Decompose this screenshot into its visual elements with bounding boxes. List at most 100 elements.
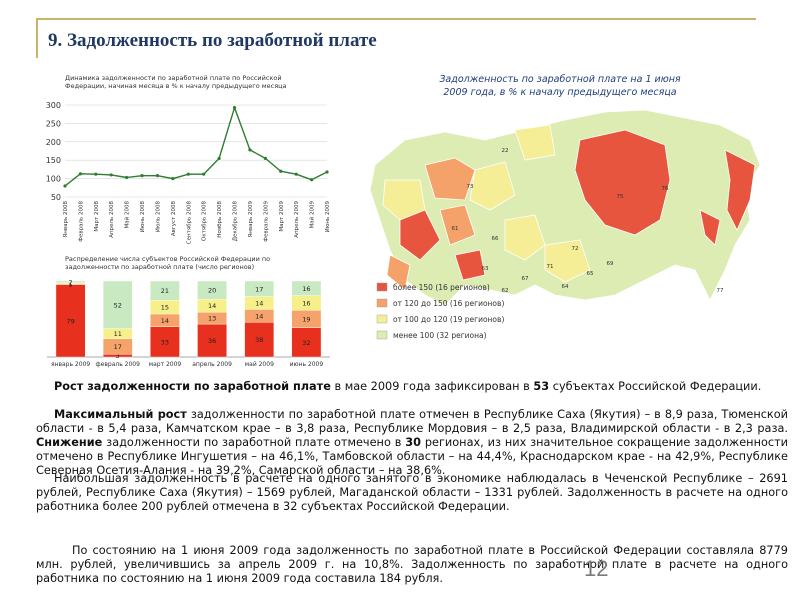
chart-title: Федерации, начиная месяца в % к началу п… (65, 82, 287, 90)
bar-segment (197, 323, 227, 358)
region-label: 61 (452, 226, 459, 232)
data-point (63, 184, 67, 188)
x-tick-label: Ноябрь 2008 (217, 201, 223, 238)
region-label: 63 (482, 266, 489, 272)
bar-segment (55, 280, 86, 284)
x-tick-label: Апрель 2009 (294, 201, 300, 238)
chart-title: задолженности по заработной плате (число… (65, 263, 254, 271)
segment-label: 36 (208, 337, 216, 345)
region-label: 22 (502, 148, 509, 154)
segment-label: 38 (255, 336, 263, 344)
segment-label: 14 (255, 312, 263, 320)
data-point (78, 172, 83, 176)
segment-label: 33 (161, 338, 169, 346)
x-tick-label: Апрель 2008 (109, 201, 115, 238)
x-tick-label: Май 2008 (124, 201, 131, 229)
region-label: 76 (662, 186, 669, 192)
bar-segment (291, 327, 322, 358)
bold-text: Максимальный рост (54, 408, 187, 421)
data-point (309, 178, 314, 182)
text: По состоянию на 1 июня 2009 года задолже… (36, 544, 788, 585)
x-tick-label: Январь 2009 (248, 201, 254, 238)
segment-label: 3 (116, 352, 120, 360)
segment-label: 1 (69, 280, 73, 288)
region-label: 71 (547, 264, 554, 270)
segment-label: 19 (302, 316, 310, 324)
paragraph: Максимальный рост задолженности по зараб… (36, 408, 788, 478)
segment-label: 14 (255, 299, 263, 307)
y-tick-label: 50 (51, 193, 61, 202)
x-tick-label: Октябрь 2008 (202, 201, 208, 242)
x-tick-label: Декабрь 2008 (233, 201, 239, 242)
segment-label: 14 (161, 317, 169, 325)
bar-segment (150, 280, 180, 301)
text: задолженности по заработной плате отмече… (36, 408, 788, 435)
region-label: 66 (492, 236, 499, 242)
data-point (125, 175, 129, 180)
region-label: 65 (587, 271, 594, 277)
text: регионах, из них значительное сокращение… (36, 436, 788, 477)
legend-swatch (376, 314, 388, 324)
x-tick-label: Сентябрь 2008 (186, 201, 192, 245)
region-label: 64 (562, 284, 569, 290)
data-point (263, 156, 267, 160)
x-tick-label: Август 2008 (171, 201, 177, 237)
legend-label: от 100 до 120 (19 регионов) (393, 315, 504, 324)
legend-swatch (376, 330, 388, 340)
segment-label: 16 (302, 285, 310, 293)
legend-swatch (376, 298, 388, 308)
map-title: Задолженность по заработной плате на 1 и… (439, 74, 681, 85)
bar-segment (55, 284, 86, 358)
slide-title: 9. Задолженность по заработной плате (48, 30, 377, 51)
segment-label: 15 (161, 304, 169, 312)
x-tick-label: февраль 2009 (96, 361, 141, 368)
bar-segment (197, 280, 227, 300)
region-map: более 150 (16 регионов) от 120 до 150 (16… (369, 74, 761, 340)
segment-label: 79 (66, 317, 74, 325)
segment-label: 17 (114, 343, 122, 351)
line-chart: Динамика задолженности по заработной пла… (46, 75, 331, 245)
bar-segment (244, 322, 275, 358)
x-tick-label: Январь 2008 (63, 201, 69, 238)
bold-text: Снижение (36, 436, 103, 449)
data-point (279, 169, 283, 173)
bar-segment (102, 280, 133, 329)
page-number: 12 (584, 556, 609, 581)
data-point (171, 177, 175, 181)
y-tick-label: 300 (46, 101, 61, 110)
legend-label: более 150 (16 регионов) (393, 283, 490, 292)
x-tick-label: апрель 2009 (192, 361, 232, 368)
top-rule (36, 18, 756, 20)
legend-swatch (376, 282, 388, 292)
left-rule (36, 18, 38, 58)
y-tick-label: 150 (46, 156, 61, 165)
paragraph: Наибольшая задолженность в расчете на од… (36, 472, 788, 514)
text: субъектах Российской Федерации. (549, 380, 762, 393)
segment-label: 2 (69, 278, 73, 286)
text: задолженности по заработной плате отмече… (102, 436, 406, 449)
bar-segment (244, 280, 275, 297)
bar-segment (291, 280, 322, 296)
segment-label: 13 (208, 315, 216, 323)
data-point (140, 174, 144, 178)
segment-label: 11 (114, 330, 122, 338)
region-label: 67 (522, 276, 529, 282)
region-label: 75 (617, 194, 624, 200)
x-tick-label: Июнь 2009 (325, 201, 331, 233)
segment-label: 52 (114, 301, 122, 309)
region-label: 77 (717, 288, 724, 294)
x-tick-label: январь 2009 (51, 361, 90, 368)
region-label: 62 (502, 288, 509, 294)
x-tick-label: Март 2008 (94, 201, 100, 232)
segment-label: 14 (208, 302, 216, 310)
x-tick-label: март 2009 (149, 361, 182, 368)
data-point (186, 172, 190, 176)
x-tick-label: Февраль 2008 (78, 201, 84, 242)
x-tick-label: Март 2009 (279, 201, 285, 232)
segment-label: 1 (69, 281, 73, 289)
data-point (94, 172, 98, 176)
map-legend: более 150 (16 регионов) от 120 до 150 (16… (376, 282, 504, 340)
map-shapes (369, 109, 761, 306)
stacked-bar-chart: Распределение числа субъектов Российской… (47, 255, 330, 368)
segment-label: 20 (208, 287, 216, 295)
